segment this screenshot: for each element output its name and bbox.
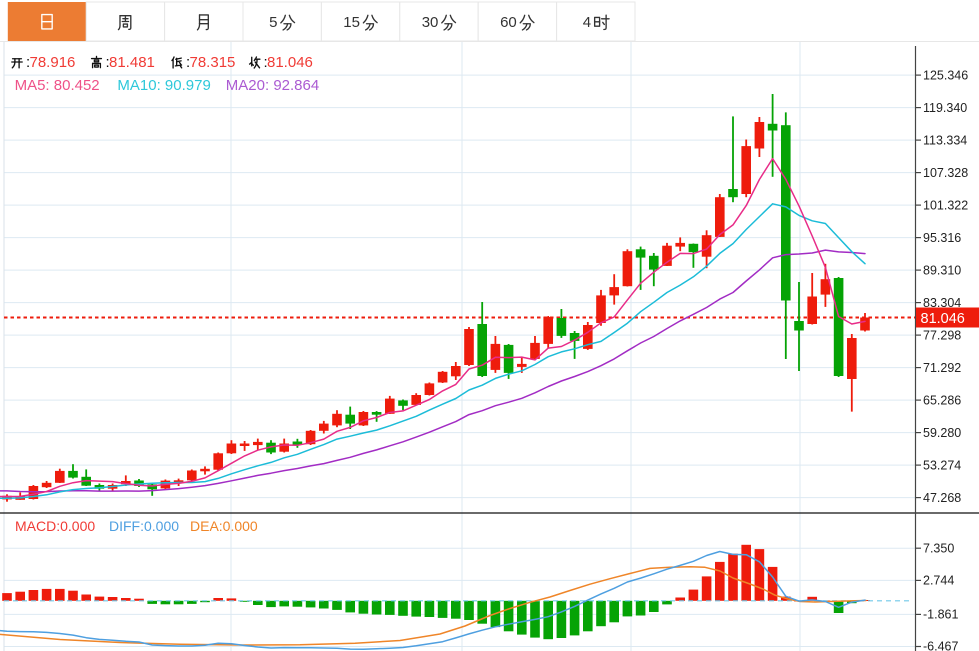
svg-text::: : [106, 54, 110, 71]
svg-text:15: 15 [343, 14, 360, 31]
svg-text:71.292: 71.292 [923, 361, 961, 375]
svg-text:60: 60 [500, 14, 517, 31]
svg-text:107.328: 107.328 [923, 166, 968, 180]
svg-text:81.481: 81.481 [109, 54, 155, 71]
svg-text:MA10: 90.979: MA10: 90.979 [117, 77, 210, 94]
svg-text:53.274: 53.274 [923, 458, 961, 472]
svg-text:-6.467: -6.467 [923, 640, 958, 651]
svg-text:125.346: 125.346 [923, 68, 968, 82]
svg-text:77.298: 77.298 [923, 328, 961, 342]
svg-text:2.744: 2.744 [923, 574, 954, 588]
svg-text:101.322: 101.322 [923, 198, 968, 212]
svg-text:30: 30 [422, 14, 439, 31]
svg-text:DIFF:0.000: DIFF:0.000 [109, 518, 179, 534]
svg-text:78.315: 78.315 [190, 54, 236, 71]
svg-text:59.280: 59.280 [923, 426, 961, 440]
svg-text:4: 4 [583, 14, 591, 31]
svg-text:MA20: 92.864: MA20: 92.864 [226, 77, 319, 94]
svg-text:MACD:0.000: MACD:0.000 [15, 518, 95, 534]
svg-text::: : [26, 54, 30, 71]
svg-text:DEA:0.000: DEA:0.000 [190, 518, 258, 534]
svg-text:7.350: 7.350 [923, 541, 954, 555]
svg-text::: : [264, 54, 268, 71]
svg-text::: : [186, 54, 190, 71]
svg-text:78.916: 78.916 [30, 54, 76, 71]
svg-text:65.286: 65.286 [923, 393, 961, 407]
svg-text:113.334: 113.334 [923, 133, 967, 147]
svg-text:81.046: 81.046 [921, 311, 965, 327]
svg-text:MA5: 80.452: MA5: 80.452 [15, 77, 100, 94]
svg-text:5: 5 [269, 14, 277, 31]
svg-text:83.304: 83.304 [923, 296, 961, 310]
svg-text:81.046: 81.046 [267, 54, 313, 71]
svg-text:119.340: 119.340 [923, 101, 967, 115]
svg-text:95.316: 95.316 [923, 231, 961, 245]
svg-text:89.310: 89.310 [923, 263, 961, 277]
svg-text:-1.861: -1.861 [923, 608, 958, 622]
svg-text:47.268: 47.268 [923, 491, 961, 505]
